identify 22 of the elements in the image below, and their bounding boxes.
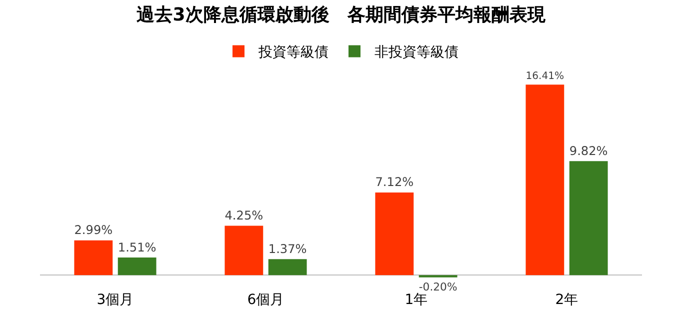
bar	[224, 226, 264, 276]
data-label: 16.41%	[526, 70, 564, 82]
legend-label: 投資等級債	[258, 44, 328, 61]
data-label: 1.51%	[118, 240, 156, 254]
bar	[569, 161, 608, 276]
data-label: -0.20%	[418, 280, 458, 294]
x-tick-label: 2年	[555, 292, 578, 308]
data-label: 4.25%	[224, 208, 264, 223]
chart-title: 過去3次降息循環啟動後 各期間債券平均報酬表現	[136, 4, 546, 26]
x-tick-label: 3個月	[96, 292, 134, 308]
bar	[118, 258, 156, 276]
bar	[268, 259, 307, 276]
data-label: 1.37%	[268, 242, 307, 256]
bar	[526, 84, 564, 276]
data-label: 7.12%	[375, 175, 414, 190]
x-tick-label: 1年	[404, 292, 428, 308]
data-label: 9.82%	[569, 144, 608, 158]
data-label: 2.99%	[74, 223, 113, 238]
legend-label: 非投資等級債	[374, 44, 458, 61]
bar	[74, 240, 113, 276]
x-tick-label: 6個月	[247, 292, 284, 308]
bar	[375, 192, 414, 276]
